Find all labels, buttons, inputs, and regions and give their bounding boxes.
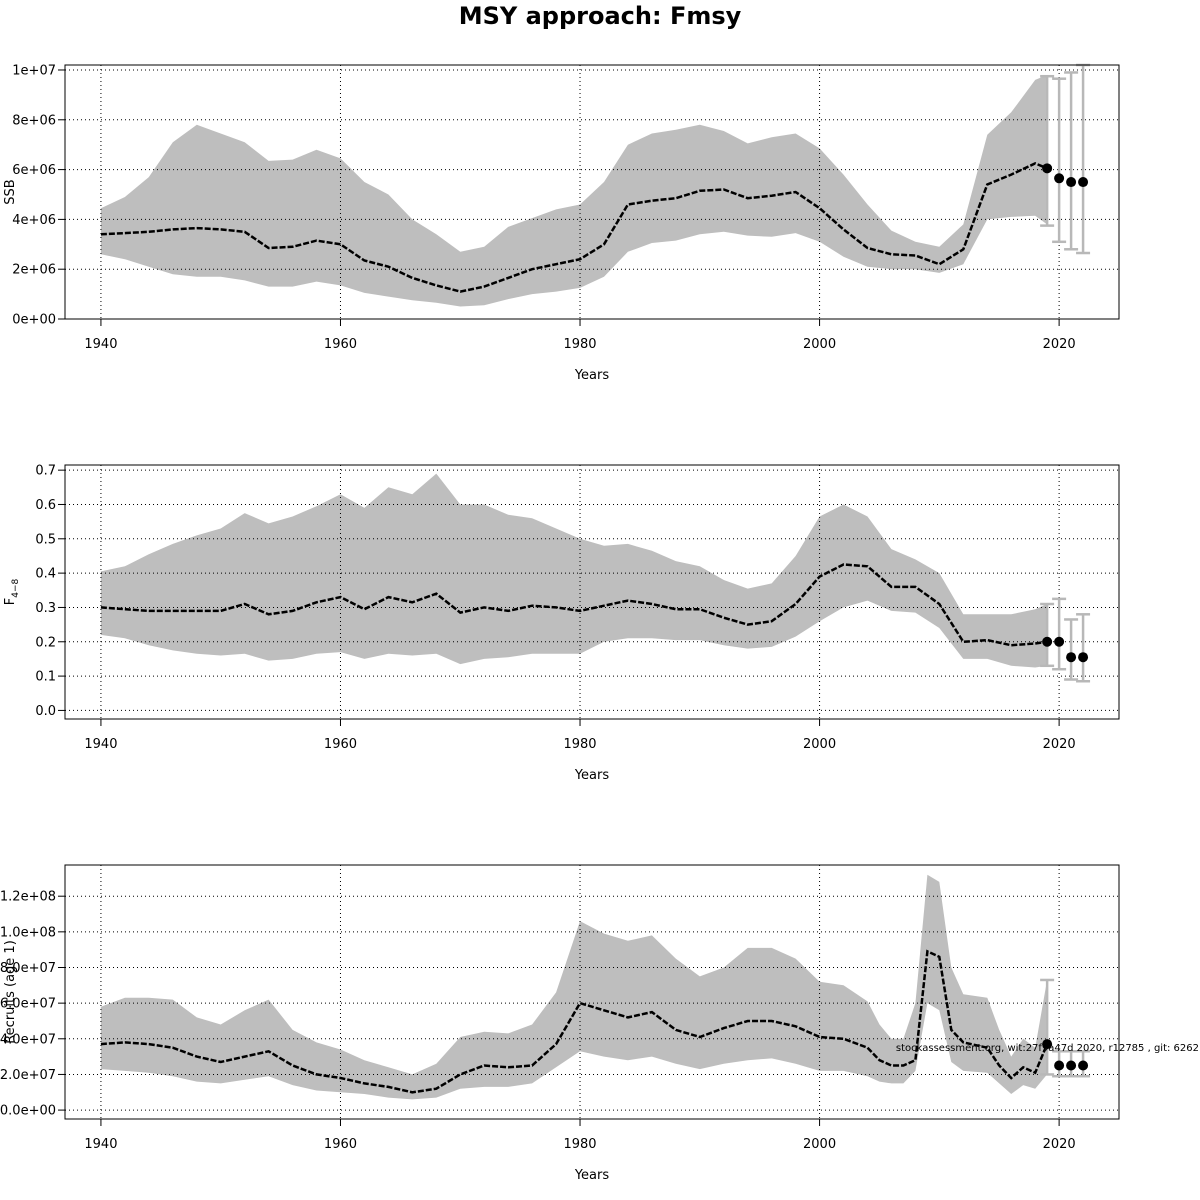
y-axis-label: F4−8 (3, 578, 21, 605)
chart-title: MSY approach: Fmsy (458, 2, 742, 30)
chart-panel-1: 1940 1960 1980 2000 2020 0e+00 2e+06 4e+06 6e+06… (3, 63, 1120, 383)
y-tick-label: 0e+00 (12, 313, 56, 328)
estimate-line (100, 949, 1049, 1094)
y-tick-label: 8e+06 (12, 113, 56, 128)
x-tick-label: 2000 (803, 737, 836, 752)
forecast-point (1066, 1060, 1077, 1071)
footnote: stockassessment.org, wit:27f9a47d 2020, … (896, 1043, 1199, 1054)
y-tick-label: 1.0e+08 (0, 925, 56, 940)
y-axis-label-subscript: 4−8 (11, 578, 21, 597)
y-tick-label: 6.0e+07 (0, 997, 56, 1012)
y-tick-label: 0.6 (35, 498, 56, 513)
forecast-point (1078, 177, 1089, 188)
x-axis-label: Years (574, 768, 610, 783)
y-tick-label: 0.7 (35, 464, 56, 479)
y-tick-label: 2.0e+07 (0, 1068, 56, 1083)
forecast-point (1066, 177, 1077, 188)
y-tick-label: 4.0e+07 (0, 1032, 56, 1047)
y-tick-label: 1.2e+08 (0, 890, 56, 905)
y-axis-label: Recruits (age 1) (3, 940, 18, 1044)
x-tick-label: 2000 (803, 337, 836, 352)
x-tick-label: 1980 (563, 737, 596, 752)
x-tick-label: 1960 (324, 337, 357, 352)
y-tick-label: 0.2 (35, 635, 56, 650)
forecast-point (1066, 652, 1077, 663)
chart-panel-2: 1940 1960 1980 2000 2020 0.0 0.1 0.2 0.3 0.4 0.5 0.… (3, 464, 1120, 783)
y-tick-label: 2e+06 (12, 263, 56, 278)
plot-frame (64, 64, 1120, 320)
y-tick-label: 6e+06 (12, 163, 56, 178)
forecast-point (1054, 173, 1065, 184)
y-tick-label: 4e+06 (12, 213, 56, 228)
y-tick-label: 0.1 (35, 670, 56, 685)
x-tick-label: 1960 (324, 737, 357, 752)
x-tick-label: 1960 (324, 1137, 357, 1152)
y-tick-label: 0.3 (35, 601, 56, 616)
x-tick-label: 1980 (563, 1137, 596, 1152)
x-tick-label: 1940 (84, 737, 117, 752)
x-tick-label: 2020 (1043, 737, 1076, 752)
confidence-band (100, 874, 1048, 1100)
y-axis-label: SSB (3, 179, 18, 204)
estimate-line (100, 162, 1048, 293)
forecast-point (1054, 1060, 1065, 1071)
estimate-line (100, 563, 1048, 647)
y-tick-label: 0.0e+00 (0, 1104, 56, 1119)
x-axis-label: Years (574, 368, 610, 383)
forecast-point (1054, 636, 1065, 647)
forecast-point (1042, 636, 1053, 647)
plot-frame (64, 864, 1120, 1120)
chart-panel-3: 1940 1960 1980 2000 2020 0.0e+00 2.0e+07 4.0e+0… (0, 864, 1120, 1183)
x-tick-label: 1940 (84, 1137, 117, 1152)
y-tick-label: 8.0e+07 (0, 961, 56, 976)
confidence-band (100, 473, 1048, 668)
x-tick-label: 1940 (84, 337, 117, 352)
forecast-point (1078, 652, 1089, 663)
forecast-point (1078, 1060, 1089, 1071)
plot-frame (64, 464, 1120, 720)
forecast-point (1042, 163, 1053, 174)
y-tick-label: 0.5 (35, 532, 56, 547)
confidence-band (100, 75, 1048, 307)
x-axis-label: Years (574, 1168, 610, 1183)
x-tick-label: 2000 (803, 1137, 836, 1152)
forecast-point (1042, 1039, 1053, 1050)
y-tick-label: 0.0 (35, 704, 56, 719)
x-tick-label: 1980 (563, 337, 596, 352)
y-tick-label: 1e+07 (12, 63, 56, 78)
x-tick-label: 2020 (1043, 1137, 1076, 1152)
x-tick-label: 2020 (1043, 337, 1076, 352)
y-tick-label: 0.4 (35, 567, 56, 582)
